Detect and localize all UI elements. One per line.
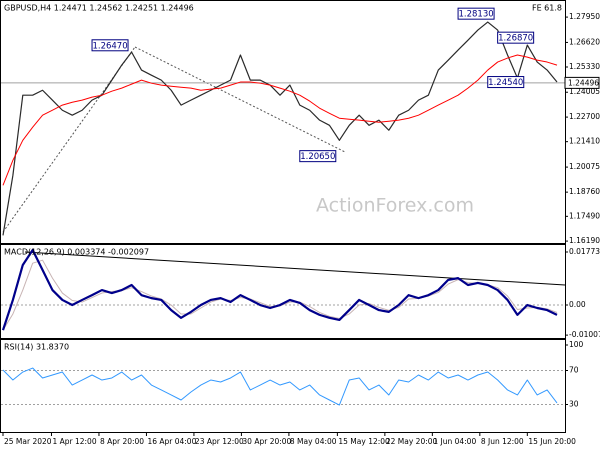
y-tick-label: 1.18760 bbox=[569, 187, 600, 196]
price-label-box bbox=[457, 7, 495, 20]
x-tick-label: 15 May 12:00 bbox=[338, 437, 390, 446]
x-tick-label: 15 Jun 20:00 bbox=[528, 437, 576, 446]
y-tick-label: 1.17490 bbox=[569, 211, 600, 220]
x-tick-label: 25 Mar 2020 bbox=[4, 437, 52, 446]
last-price-label: 1.24496 bbox=[568, 78, 599, 87]
indicator-title: RSI(14) 31.8370 bbox=[4, 343, 69, 352]
series-line bbox=[1, 248, 558, 331]
indicator-title: MACD(12,26,9) 0.003374 -0.002097 bbox=[4, 248, 149, 257]
y-tick-label: 0.017734 bbox=[569, 247, 600, 256]
x-tick-label: 23 Apr 12:00 bbox=[195, 437, 244, 446]
y-tick-label: 100 bbox=[569, 340, 584, 349]
price-label: 1.26470 bbox=[92, 41, 127, 51]
price-label-box bbox=[497, 31, 535, 44]
series-line bbox=[2, 21, 558, 236]
x-tick-label: 16 Apr 04:00 bbox=[147, 437, 196, 446]
price-label: 1.28130 bbox=[458, 10, 493, 20]
watermark: ActionForex.com bbox=[316, 195, 474, 217]
x-tick-label: 8 Jun 12:00 bbox=[481, 437, 524, 446]
price-label-box bbox=[91, 39, 129, 52]
x-tick-label: 30 Apr 20:00 bbox=[242, 437, 291, 446]
series-line bbox=[2, 54, 558, 186]
price-label-box bbox=[487, 76, 525, 89]
chart-subtitle: FE 61.8 bbox=[532, 4, 562, 13]
y-tick-label: 1.21410 bbox=[569, 137, 600, 146]
price-label: 1.26870 bbox=[498, 34, 533, 44]
panel-frames bbox=[0, 0, 566, 433]
y-tick-label: 1.20075 bbox=[569, 162, 600, 171]
x-tick-label: 8 May 04:00 bbox=[290, 437, 337, 446]
y-tick-label: 0.00 bbox=[569, 300, 586, 309]
x-tick-label: 1 Apr 12:00 bbox=[52, 437, 96, 446]
price-label-box bbox=[299, 150, 337, 163]
price-label: 1.24540 bbox=[488, 78, 523, 88]
x-tick-label: 1 Jun 04:00 bbox=[433, 437, 476, 446]
y-tick-label: 70 bbox=[569, 366, 579, 375]
series-line bbox=[2, 367, 558, 406]
y-tick-label: 30 bbox=[569, 400, 579, 409]
x-tick-label: 8 Apr 20:00 bbox=[100, 437, 144, 446]
macd-panel bbox=[0, 244, 566, 339]
main-panel bbox=[0, 0, 566, 244]
y-tick-label: 1.24005 bbox=[569, 87, 600, 96]
last-price-box bbox=[564, 76, 600, 89]
y-tick-label: -0.010075 bbox=[569, 330, 600, 339]
x-tick-label: 22 May 20:00 bbox=[386, 437, 438, 446]
fibo-line bbox=[134, 46, 346, 153]
chart-title: GBPUSD,H4 1.24471 1.24562 1.24251 1.2449… bbox=[4, 4, 194, 13]
y-tick-label: 1.25330 bbox=[569, 62, 600, 71]
y-tick-label: 1.16190 bbox=[569, 236, 600, 245]
y-tick-label: 1.22700 bbox=[569, 112, 600, 121]
y-tick-label: 1.26620 bbox=[569, 37, 600, 46]
trend-line bbox=[24, 251, 566, 286]
rsi-panel bbox=[0, 339, 566, 433]
price-label: 1.20650 bbox=[300, 152, 335, 162]
y-tick-label: 1.27950 bbox=[569, 12, 600, 21]
